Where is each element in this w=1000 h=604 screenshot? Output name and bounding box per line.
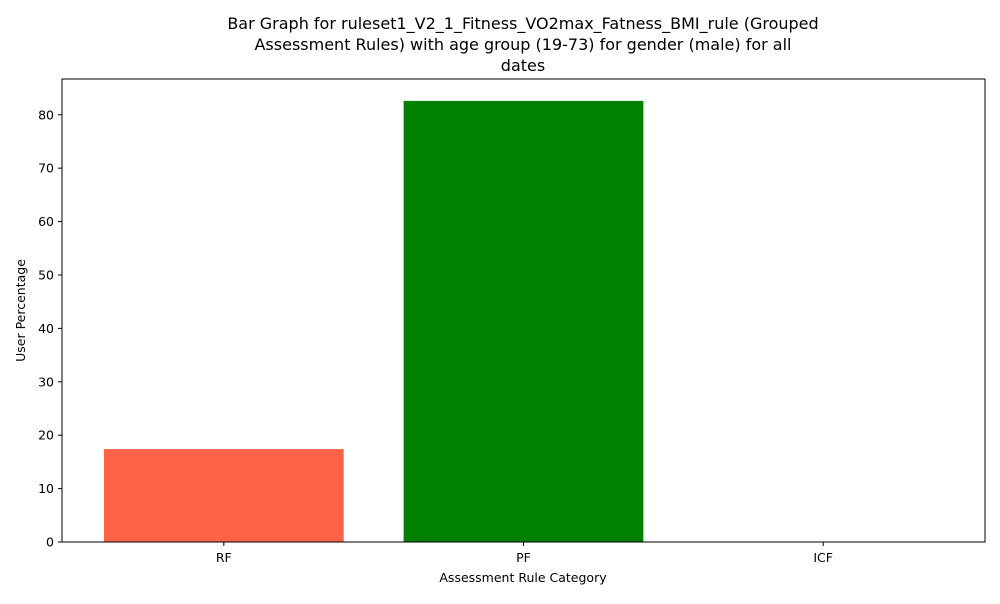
x-tick-label: ICF — [813, 550, 833, 565]
y-tick-label: 20 — [38, 428, 54, 443]
plot-area-frame — [61, 78, 986, 543]
x-tick-label: PF — [516, 550, 531, 565]
y-tick-label: 80 — [38, 107, 54, 122]
y-axis-label: User Percentage — [13, 259, 28, 362]
y-tick-label: 70 — [38, 161, 54, 176]
bars — [103, 100, 644, 542]
bar-pf — [403, 100, 644, 542]
x-axis-ticks: RF PF ICF — [216, 542, 833, 565]
y-tick-label: 50 — [38, 267, 54, 282]
chart-title: Bar Graph for ruleset1_V2_1_Fitness_VO2m… — [227, 14, 818, 75]
y-tick-label: 0 — [46, 535, 54, 550]
chart-title-line: dates — [501, 56, 545, 75]
x-axis-label: Assessment Rule Category — [439, 570, 607, 585]
chart-title-line: Bar Graph for ruleset1_V2_1_Fitness_VO2m… — [227, 14, 818, 34]
chart-title-line: Assessment Rules) with age group (19-73)… — [254, 35, 791, 54]
y-tick-label: 40 — [38, 321, 54, 336]
y-tick-label: 30 — [38, 374, 54, 389]
x-tick-label: RF — [216, 550, 232, 565]
y-tick-label: 10 — [38, 481, 54, 496]
bar-rf — [103, 449, 344, 542]
y-tick-label: 60 — [38, 214, 54, 229]
y-axis-ticks: 0 10 20 30 40 50 60 70 80 — [38, 107, 62, 550]
